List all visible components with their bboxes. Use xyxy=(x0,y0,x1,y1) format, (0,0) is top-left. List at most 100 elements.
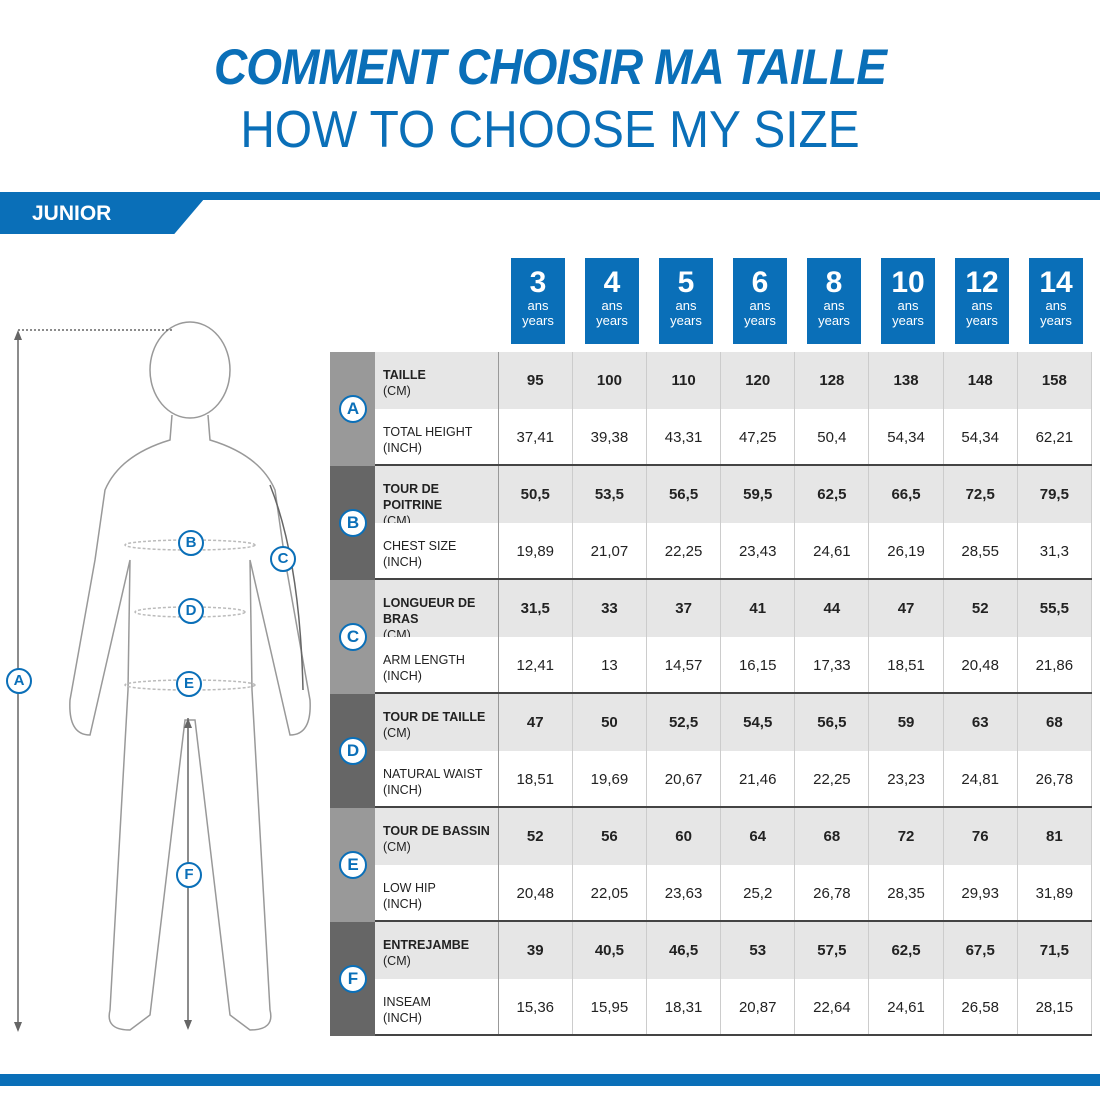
table-cell: 67,5 xyxy=(944,922,1018,979)
table-cell: 18,31 xyxy=(647,979,722,1034)
measure-unit: (CM) xyxy=(383,726,411,740)
table-cell: 33 xyxy=(573,580,647,637)
table-cell: 15,36 xyxy=(499,979,573,1034)
age-header-8: 8 ans years xyxy=(807,258,861,344)
table-cell: 71,5 xyxy=(1018,922,1092,979)
table-cell: 24,61 xyxy=(795,523,870,578)
table-cell: 25,2 xyxy=(721,865,796,920)
measure-unit: (INCH) xyxy=(383,897,422,911)
measure-unit: (CM) xyxy=(383,840,411,854)
marker-a: A xyxy=(6,668,32,694)
table-cell: 52,5 xyxy=(647,694,722,751)
table-cell: 37,41 xyxy=(499,409,573,464)
table-cell: 20,67 xyxy=(647,751,722,806)
group-letter-column: B xyxy=(330,466,375,580)
footer-bar xyxy=(0,1074,1100,1086)
table-cell: 50,5 xyxy=(499,466,573,523)
row-label: NATURAL WAIST (INCH) xyxy=(375,751,499,806)
table-cell: 31,3 xyxy=(1018,523,1092,578)
table-cell: 22,25 xyxy=(795,751,870,806)
table-cell: 18,51 xyxy=(869,637,944,692)
age-number: 3 xyxy=(529,266,547,299)
measure-name: CHEST SIZE xyxy=(383,539,457,553)
age-number: 12 xyxy=(965,266,999,299)
table-cell: 20,48 xyxy=(944,637,1018,692)
marker-d: D xyxy=(178,598,204,624)
age-header-6: 6 ans years xyxy=(733,258,787,344)
age-number: 14 xyxy=(1039,266,1073,299)
table-row: CHEST SIZE (INCH) 19,89 21,07 22,25 23,43 24,6… xyxy=(375,523,1092,580)
table-cell: 52 xyxy=(944,580,1018,637)
table-cell: 28,15 xyxy=(1018,979,1092,1034)
measure-unit: (INCH) xyxy=(383,555,422,569)
measure-name: TOUR DE TAILLE xyxy=(383,710,486,724)
table-row: TOUR DE POITRINE (CM) 50,5 53,5 56,5 59,5 62,5… xyxy=(375,466,1092,528)
measure-name: TOUR DE BASSIN xyxy=(383,824,490,838)
table-cell: 19,69 xyxy=(573,751,647,806)
marker-b: B xyxy=(178,530,204,556)
table-cell: 24,61 xyxy=(869,979,944,1034)
table-cell: 24,81 xyxy=(944,751,1018,806)
row-label: TAILLE (CM) xyxy=(375,352,499,409)
age-unit-fr: ans xyxy=(527,298,549,313)
group-letter-column: A xyxy=(330,352,375,466)
table-row: TOTAL HEIGHT (INCH) 37,41 39,38 43,31 47,25 50… xyxy=(375,409,1092,466)
age-number: 6 xyxy=(751,266,769,299)
age-number: 4 xyxy=(603,266,621,299)
group-letter-c: C xyxy=(339,623,367,651)
age-unit-en: years xyxy=(596,313,628,328)
table-cell: 23,63 xyxy=(647,865,722,920)
table-cell: 59,5 xyxy=(721,466,796,523)
table-cell: 138 xyxy=(869,352,944,409)
table-cell: 39 xyxy=(499,922,573,979)
row-label: TOUR DE POITRINE (CM) xyxy=(375,466,499,528)
table-cell: 28,35 xyxy=(869,865,944,920)
age-unit-fr: ans xyxy=(1045,298,1067,313)
table-row: NATURAL WAIST (INCH) 18,51 19,69 20,67 21,46 2… xyxy=(375,751,1092,808)
age-header-10: 10 ans years xyxy=(881,258,935,344)
table-cell: 53 xyxy=(721,922,796,979)
measure-name: INSEAM xyxy=(383,995,431,1009)
group-letter-column: C xyxy=(330,580,375,694)
table-row: TOUR DE TAILLE (CM) 47 50 52,5 54,5 56,5 59 63 68 xyxy=(375,694,1092,751)
age-unit-en: years xyxy=(744,313,776,328)
table-row: INSEAM (INCH) 15,36 15,95 18,31 20,87 22,64 24,… xyxy=(375,979,1092,1036)
measure-unit: (INCH) xyxy=(383,441,422,455)
group-letter-column: F xyxy=(330,922,375,1036)
row-label: INSEAM (INCH) xyxy=(375,979,499,1034)
table-cell: 56,5 xyxy=(647,466,722,523)
table-cell: 128 xyxy=(795,352,870,409)
table-cell: 63 xyxy=(944,694,1018,751)
table-cell: 44 xyxy=(795,580,870,637)
table-cell: 158 xyxy=(1018,352,1092,409)
age-header-5: 5 ans years xyxy=(659,258,713,344)
age-unit-en: years xyxy=(818,313,850,328)
table-cell: 54,5 xyxy=(721,694,796,751)
table-cell: 12,41 xyxy=(499,637,573,692)
row-label: TOUR DE TAILLE (CM) xyxy=(375,694,499,751)
table-cell: 110 xyxy=(647,352,722,409)
row-label: TOUR DE BASSIN (CM) xyxy=(375,808,499,865)
table-cell: 52 xyxy=(499,808,573,865)
child-figure-illustration xyxy=(14,321,311,1032)
table-cell: 62,5 xyxy=(869,922,944,979)
age-unit-en: years xyxy=(1040,313,1072,328)
age-number: 10 xyxy=(891,266,925,299)
table-cell: 15,95 xyxy=(573,979,647,1034)
table-row: TAILLE (CM) 95 100 110 120 128 138 148 158 xyxy=(375,352,1092,409)
table-cell: 47 xyxy=(499,694,573,751)
table-row: ARM LENGTH (INCH) 12,41 13 14,57 16,15 17,33 18… xyxy=(375,637,1092,694)
measure-unit: (CM) xyxy=(383,384,411,398)
marker-f: F xyxy=(176,862,202,888)
table-cell: 55,5 xyxy=(1018,580,1092,637)
group-letter-column: D xyxy=(330,694,375,808)
table-cell: 100 xyxy=(573,352,647,409)
table-row: ENTREJAMBE (CM) 39 40,5 46,5 53 57,5 62,5 67,5 71… xyxy=(375,922,1092,979)
table-cell: 76 xyxy=(944,808,1018,865)
table-row: TOUR DE BASSIN (CM) 52 56 60 64 68 72 76 81 xyxy=(375,808,1092,865)
table-cell: 39,38 xyxy=(573,409,647,464)
table-cell: 72,5 xyxy=(944,466,1018,523)
table-cell: 120 xyxy=(721,352,796,409)
table-cell: 62,5 xyxy=(795,466,870,523)
table-cell: 81 xyxy=(1018,808,1092,865)
